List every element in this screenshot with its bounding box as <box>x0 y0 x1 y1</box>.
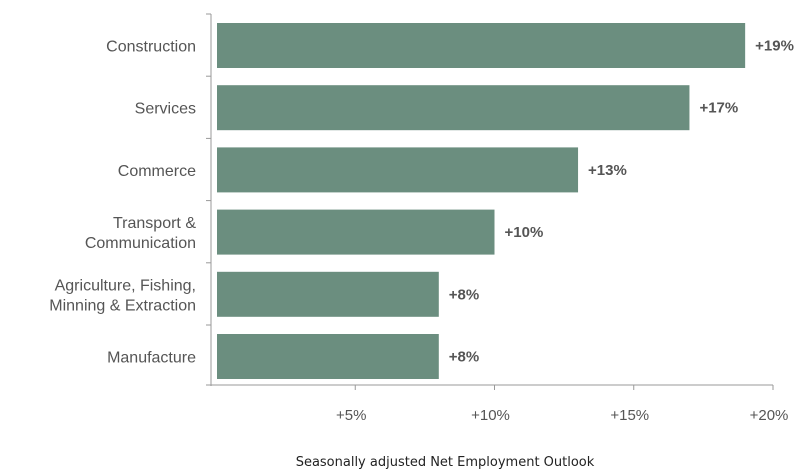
data-label: +19% <box>755 38 794 55</box>
bar <box>217 334 439 379</box>
data-labels: +19% +17% +13% +10% +8% +8% <box>449 38 794 366</box>
x-tick-label: +15% <box>610 407 649 424</box>
category-label: Agriculture, Fishing, <box>55 277 196 294</box>
data-label: +13% <box>588 162 627 179</box>
data-label: +8% <box>449 286 479 303</box>
data-label: +8% <box>449 349 479 366</box>
bars-group <box>217 23 746 379</box>
bar <box>217 147 579 193</box>
bar <box>217 209 495 255</box>
data-label: +10% <box>505 224 544 241</box>
bar <box>217 23 746 68</box>
category-label: Commerce <box>118 163 196 180</box>
category-label: Construction <box>106 39 196 56</box>
x-tick-label: +5% <box>336 407 366 424</box>
x-tick-labels: +5% +10% +15% +20% <box>336 407 788 424</box>
data-label: +17% <box>699 100 738 117</box>
bar <box>217 271 439 317</box>
category-label: Manufacture <box>107 350 196 367</box>
category-label: Minning & Extraction <box>49 297 196 314</box>
x-axis-title: Seasonally adjusted Net Employment Outlo… <box>296 455 595 470</box>
x-tick-label: +20% <box>750 407 789 424</box>
category-label: Transport & <box>113 215 196 232</box>
axes <box>206 13 774 390</box>
category-label: Services <box>135 101 196 118</box>
bar <box>217 85 690 131</box>
x-tick-label: +10% <box>471 407 510 424</box>
category-labels: Construction Services Commerce Transport & C… <box>49 39 196 367</box>
category-label: Communication <box>85 235 196 252</box>
